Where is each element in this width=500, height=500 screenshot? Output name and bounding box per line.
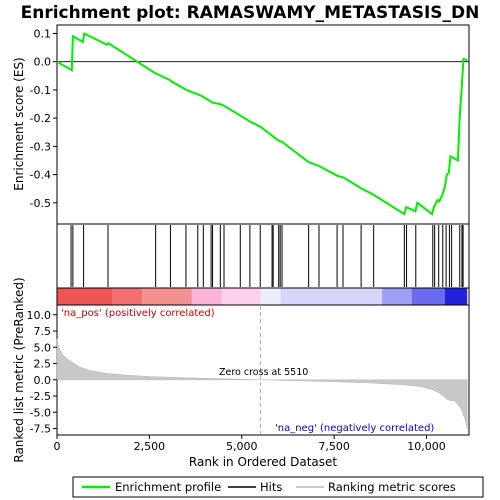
metric-y-tick-label: 7.5 (34, 325, 52, 338)
metric-y-tick-label: 2.5 (34, 358, 52, 371)
metric-y-tick-label: 5.0 (34, 341, 52, 354)
chart-title: Enrichment plot: RAMASWAMY_METASTASIS_DN (21, 3, 480, 23)
gradient-bar-segment (260, 288, 281, 305)
es-frame (56, 24, 470, 225)
metric-y-tick-label: 0.0 (34, 374, 52, 387)
x-axis: 0 2,500 5,000 7,500 10,000 (54, 435, 446, 453)
gradient-bar-segment (141, 288, 192, 305)
neg-label: 'na_neg' (negatively correlated) (275, 423, 434, 434)
hits-panel (56, 223, 470, 289)
es-y-tick-label: -0.5 (30, 197, 51, 210)
zero-cross-label: Zero cross at 5510 (219, 367, 308, 378)
metric-y-tick-label: -5.0 (30, 406, 51, 419)
gradient-bar-segment (411, 288, 445, 305)
es-y-tick-label: -0.3 (30, 140, 51, 153)
ranking-metric-area (56, 338, 468, 430)
x-tick-label: 2,500 (134, 440, 166, 453)
gradient-bar-segment (191, 288, 222, 305)
legend-hits-label: Hits (260, 480, 282, 494)
pos-label: 'na_pos' (positively correlated) (61, 308, 215, 319)
metric-y-axis: 10.0 7.5 5.0 2.5 0.0 -2.5 -5.0 -7.5 (27, 309, 57, 436)
x-tick-label: 10,000 (407, 440, 446, 453)
x-axis-label: Rank in Ordered Dataset (189, 455, 337, 469)
es-y-label: Enrichment score (ES) (12, 57, 26, 190)
gradient-bar (57, 288, 468, 305)
enrichment-profile-line (56, 32, 468, 216)
legend: Enrichment profile Hits Ranking metric s… (72, 476, 484, 498)
es-y-tick-label: 0.0 (34, 56, 52, 69)
metric-frame (56, 304, 470, 436)
x-tick-label: 0 (54, 440, 61, 453)
es-y-tick-label: 0.1 (34, 27, 52, 40)
legend-frame (72, 476, 484, 498)
legend-enrichment-label: Enrichment profile (115, 480, 221, 494)
gradient-bar-segment (112, 288, 142, 305)
gradient-bar-segment (221, 288, 261, 305)
hits-frame (56, 223, 470, 289)
metric-y-tick-label: -2.5 (30, 390, 51, 403)
es-y-tick-label: -0.1 (30, 84, 51, 97)
es-y-axis: 0.1 0.0 -0.1 -0.2 -0.3 -0.4 -0.5 (30, 27, 57, 210)
gradient-bar-segment (382, 288, 412, 305)
metric-y-tick-label: 10.0 (27, 309, 52, 322)
gradient-bar-panel (56, 287, 470, 306)
gradient-bar-segment (57, 288, 113, 305)
metric-y-tick-label: -7.5 (30, 423, 51, 436)
metric-panel: 10.0 7.5 5.0 2.5 0.0 -2.5 -5.0 -7.5 'na_pos' (p… (12, 277, 470, 463)
es-y-tick-label: -0.2 (30, 112, 51, 125)
es-y-tick-label: -0.4 (30, 169, 51, 182)
x-tick-label: 5,000 (226, 440, 258, 453)
x-tick-label: 7,500 (318, 440, 350, 453)
gradient-bar-segment (280, 288, 383, 305)
legend-ranking-label: Ranking metric scores (328, 480, 456, 494)
hit-markers (70, 225, 464, 287)
gradient-bar-segment (444, 288, 468, 305)
metric-y-label: Ranked list metric (PreRanked) (12, 277, 26, 462)
es-panel: 0.1 0.0 -0.1 -0.2 -0.3 -0.4 -0.5 Enrichment sc… (12, 24, 470, 225)
